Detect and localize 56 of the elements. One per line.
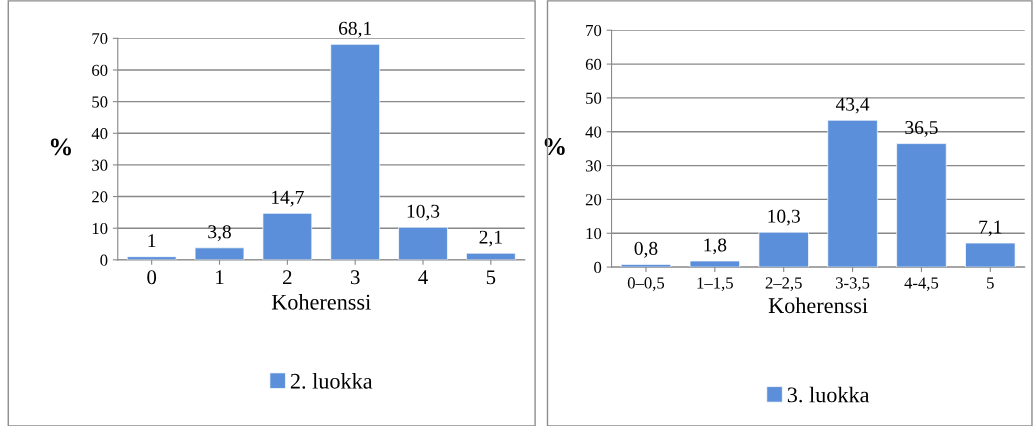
y-axis-title: % bbox=[50, 138, 71, 156]
y-tick-label: 50 bbox=[586, 92, 602, 104]
legend-label: 2. luokka bbox=[290, 373, 373, 389]
x-tick-label: 0–0,5 bbox=[627, 277, 665, 291]
y-tick-label: 20 bbox=[585, 194, 602, 206]
x-tick-label: 2 bbox=[283, 270, 292, 285]
x-axis-title: Koherenssi bbox=[271, 294, 371, 310]
y-tick-label: 40 bbox=[91, 127, 108, 140]
data-label: 1,8 bbox=[704, 238, 727, 255]
y-tick-label: 50 bbox=[92, 96, 108, 108]
bar bbox=[194, 247, 245, 260]
data-label: 10,3 bbox=[768, 209, 800, 226]
data-label: 43,4 bbox=[835, 97, 870, 114]
y-tick-label: 70 bbox=[92, 33, 108, 45]
bar bbox=[896, 143, 947, 268]
data-label: 36,5 bbox=[905, 121, 938, 137]
bar bbox=[689, 260, 740, 268]
x-tick-label: 3-3,5 bbox=[836, 277, 870, 291]
y-axis-title: % bbox=[544, 138, 565, 156]
data-label: 14,7 bbox=[272, 190, 304, 207]
bar bbox=[398, 226, 448, 260]
bar bbox=[827, 119, 878, 268]
y-tick-label: 10 bbox=[586, 227, 602, 240]
bar bbox=[330, 44, 380, 260]
y-tick-label: 60 bbox=[585, 58, 602, 71]
x-tick-label: 4 bbox=[418, 270, 428, 285]
data-label: 68,1 bbox=[339, 21, 372, 38]
bar bbox=[262, 212, 313, 260]
x-tick-label: 1–1,5 bbox=[697, 277, 733, 291]
y-tick-label: 0 bbox=[100, 254, 108, 266]
bar bbox=[620, 264, 672, 268]
x-tick-label: 3 bbox=[350, 270, 360, 285]
data-label: 2,1 bbox=[479, 230, 502, 247]
y-tick-label: 30 bbox=[585, 160, 602, 172]
x-tick-label: 1 bbox=[216, 270, 224, 285]
y-tick-label: 40 bbox=[585, 126, 602, 138]
y-tick-label: 60 bbox=[92, 64, 108, 76]
y-tick-label: 10 bbox=[92, 222, 108, 235]
data-label: 0,8 bbox=[634, 241, 658, 258]
data-label: 1 bbox=[148, 234, 156, 247]
bar bbox=[758, 231, 809, 268]
x-tick-label: 5 bbox=[987, 277, 994, 289]
legend-label: 3. luokka bbox=[787, 386, 870, 403]
data-label: 7,1 bbox=[979, 220, 1002, 237]
y-tick-label: 70 bbox=[586, 24, 602, 37]
y-tick-label: 30 bbox=[92, 159, 108, 171]
x-tick-label: 5 bbox=[486, 270, 496, 285]
x-tick-label: 0 bbox=[147, 270, 157, 285]
data-label: 10,3 bbox=[407, 204, 440, 221]
x-tick-label: 4-4,5 bbox=[904, 277, 939, 291]
data-label: 3,8 bbox=[208, 225, 231, 242]
y-tick-label: 0 bbox=[594, 261, 602, 274]
bar bbox=[965, 242, 1016, 268]
x-axis-title: Koherenssi bbox=[768, 297, 868, 314]
x-tick-label: 2–2,5 bbox=[765, 277, 802, 291]
y-tick-label: 20 bbox=[92, 191, 108, 203]
